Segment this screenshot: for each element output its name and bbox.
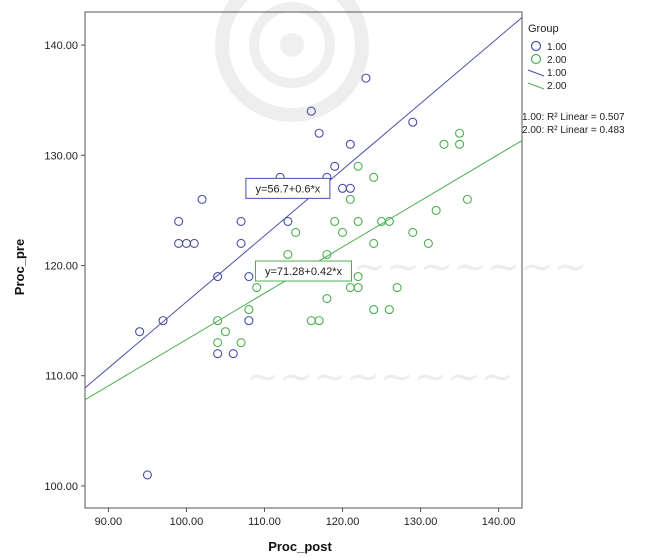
data-point-group-1 xyxy=(189,238,199,249)
y-axis: 100.00 110.00 120.00 130.00 140.00 xyxy=(44,40,85,493)
watermark-logo xyxy=(215,0,369,122)
x-tick-label: 120.00 xyxy=(326,516,360,528)
data-point-group-1 xyxy=(228,349,238,359)
equation-box-1 xyxy=(245,177,331,199)
data-point-group-2 xyxy=(353,216,363,226)
data-point-group-1 xyxy=(306,106,316,116)
equation-labels: y=56.7+0.6*x y=71.28+0.42*x xyxy=(245,177,352,282)
legend-line-label-1: 1.00 xyxy=(547,68,567,79)
data-point-group-2 xyxy=(244,305,254,315)
data-point-group-2 xyxy=(455,128,465,138)
data-point-group-1 xyxy=(408,117,418,127)
legend: Group 1.00 2.00 1.00 2.00 1.00: R² Linea… xyxy=(522,23,625,136)
data-point-group-1 xyxy=(337,183,348,193)
data-point-group-2 xyxy=(392,283,402,293)
watermark-text-1: ~~~~~~~ xyxy=(353,244,588,290)
data-point-group-2 xyxy=(369,238,379,249)
legend-title: Group xyxy=(528,23,559,35)
data-point-group-2 xyxy=(369,305,379,315)
equation-label-1: y=56.7+0.6*x xyxy=(255,183,320,195)
data-point-group-1 xyxy=(158,316,168,326)
data-point-group-1 xyxy=(213,271,223,282)
y-tick-label: 140.00 xyxy=(44,40,78,52)
data-point-group-1 xyxy=(244,271,254,282)
data-point-group-2 xyxy=(330,216,340,226)
data-point-group-1 xyxy=(314,128,324,138)
legend-marker-1 xyxy=(530,40,542,52)
watermark-text-2: ~~~~~~~~ xyxy=(246,354,514,400)
data-point-group-2 xyxy=(236,338,246,348)
data-point-group-2 xyxy=(408,227,418,237)
legend-line-label-2: 2.00 xyxy=(547,81,567,92)
data-point-group-2 xyxy=(213,338,223,348)
data-point-group-1 xyxy=(345,139,355,149)
data-point-group-2 xyxy=(314,316,324,326)
data-point-group-1 xyxy=(174,238,184,249)
data-point-group-2 xyxy=(431,205,441,215)
data-point-group-1 xyxy=(236,216,246,226)
x-tick-label: 130.00 xyxy=(404,516,438,528)
data-point-group-2 xyxy=(455,139,465,149)
legend-marker-label-2: 2.00 xyxy=(547,55,567,66)
plot-area xyxy=(84,11,523,509)
equation-label-2: y=71.28+0.42*x xyxy=(265,266,343,278)
data-point-group-2 xyxy=(439,139,449,149)
data-point-group-2 xyxy=(306,316,316,326)
data-point-group-1 xyxy=(244,316,254,326)
y-tick-label: 110.00 xyxy=(45,371,78,383)
legend-line-2 xyxy=(527,82,545,90)
data-point-group-2 xyxy=(337,227,348,237)
data-point-group-1 xyxy=(142,470,152,480)
data-point-group-2 xyxy=(322,249,332,260)
data-point-group-2 xyxy=(423,238,433,249)
x-tick-label: 100.00 xyxy=(170,516,204,528)
data-point-group-1 xyxy=(197,194,207,204)
data-point-group-1 xyxy=(135,327,145,337)
legend-marker-label-1: 1.00 xyxy=(547,42,567,53)
data-point-group-2 xyxy=(345,194,355,204)
legend-r2-label-1: 1.00: R² Linear = 0.507 xyxy=(522,112,625,123)
data-point-group-2 xyxy=(353,283,363,293)
data-point-group-1 xyxy=(174,216,184,226)
data-point-group-2 xyxy=(213,316,223,326)
data-point-group-1 xyxy=(236,238,246,249)
x-axis: 90.00 100.00 110.00 120.00 130.00 140.00 xyxy=(95,508,516,528)
data-point-group-1 xyxy=(361,73,371,83)
data-point-group-2 xyxy=(220,327,231,337)
legend-r2-label-2: 2.00: R² Linear = 0.483 xyxy=(522,125,625,136)
data-point-group-2 xyxy=(384,216,394,226)
data-point-group-2 xyxy=(283,249,293,260)
data-point-group-2 xyxy=(353,161,363,171)
fit-line-1 xyxy=(84,17,523,389)
data-point-group-1 xyxy=(181,238,191,249)
equation-box-2 xyxy=(255,260,352,282)
data-point-group-2 xyxy=(369,172,379,182)
x-tick-label: 140.00 xyxy=(482,516,516,528)
data-point-group-2 xyxy=(462,194,472,204)
data-point-group-1 xyxy=(213,349,223,359)
legend-line-1 xyxy=(527,69,545,77)
y-tick-label: 120.00 xyxy=(44,261,78,273)
data-point-group-2 xyxy=(353,271,363,282)
y-tick-label: 130.00 xyxy=(44,150,78,162)
y-tick-label: 100.00 xyxy=(44,481,78,493)
y-axis-title: Proc_pre xyxy=(12,239,27,295)
x-tick-label: 90.00 xyxy=(95,516,123,528)
data-point-group-1 xyxy=(283,216,293,226)
data-points xyxy=(135,73,472,480)
x-axis-title: Proc_post xyxy=(268,539,332,554)
fit-lines xyxy=(84,17,523,401)
data-point-group-2 xyxy=(384,305,394,315)
data-point-group-2 xyxy=(291,227,301,237)
data-point-group-1 xyxy=(330,161,340,171)
data-point-group-1 xyxy=(345,183,355,193)
x-tick-label: 110.00 xyxy=(248,516,281,528)
data-point-group-2 xyxy=(252,283,262,293)
legend-marker-2 xyxy=(530,53,542,65)
data-point-group-2 xyxy=(322,294,332,304)
